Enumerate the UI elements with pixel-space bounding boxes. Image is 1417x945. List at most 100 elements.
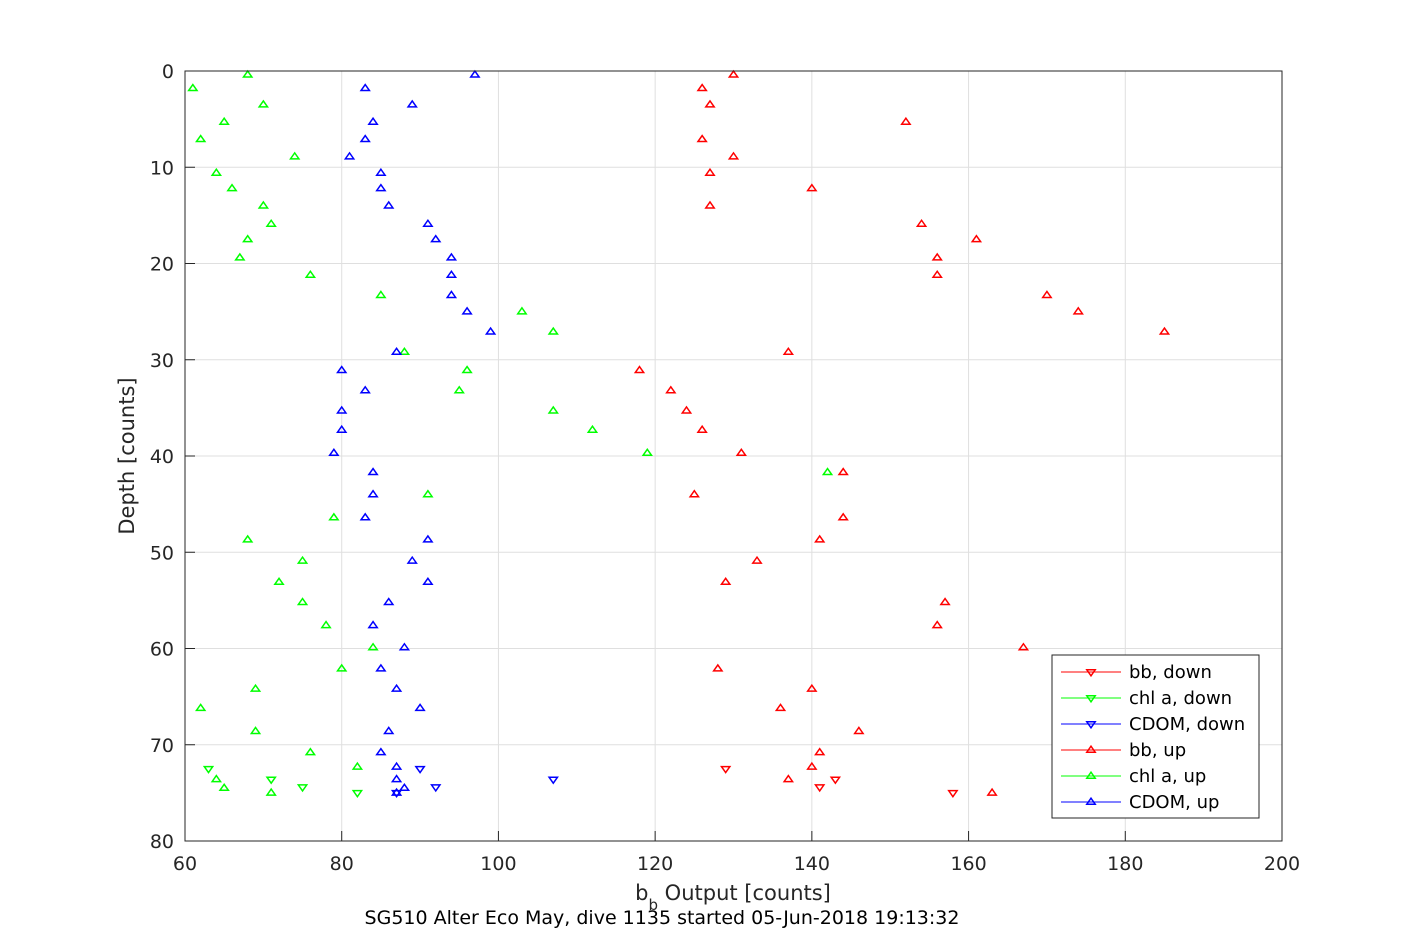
data-point [336,405,348,414]
data-point [469,69,481,78]
x-axis-label: bb Output [counts] [635,881,831,914]
y-tick-label: 40 [150,446,174,468]
data-point [398,642,411,651]
data-point [195,703,207,712]
data-point [947,789,959,798]
data-point [265,787,277,796]
legend-label: bb, down [1129,662,1212,683]
data-point [210,774,222,783]
data-point [641,448,653,457]
data-point [547,776,559,785]
legend-label: chl a, up [1129,766,1206,787]
series-5 [328,69,497,796]
legend-marker [1085,695,1097,704]
data-point [484,326,497,335]
data-point [359,134,371,143]
data-point [837,512,849,521]
x-tick-label: 200 [1264,853,1300,875]
data-point [242,69,254,78]
data-point [304,269,317,278]
data-point [210,167,222,176]
data-point [837,467,849,476]
data-point [720,576,732,586]
data-point [390,761,403,770]
data-point [547,326,559,335]
data-point [336,424,348,433]
data-point [445,269,458,278]
data-point [727,69,740,78]
data-point [359,83,371,92]
data-point [806,761,818,770]
data-point [195,134,207,143]
x-tick-label: 160 [950,853,986,875]
data-point [367,489,379,498]
data-point [970,234,983,243]
data-point [720,765,732,774]
data-point [375,663,387,672]
data-point [986,787,998,796]
data-point [257,200,269,209]
data-point [304,747,317,756]
figure-caption: SG510 Alter Eco May, dive 1135 started 0… [365,907,960,929]
data-point [296,784,309,793]
x-tick-label: 140 [794,853,830,875]
x-tick-label: 120 [637,853,673,875]
data-point [390,683,403,692]
data-point [249,683,262,692]
data-point [461,306,473,315]
data-point [633,365,646,374]
data-point [453,385,465,394]
y-tick-label: 80 [150,831,174,853]
legend-label: CDOM, down [1129,714,1245,735]
data-point [367,116,379,125]
data-point [226,183,238,192]
x-tick-label: 180 [1107,853,1143,875]
series-0 [720,765,959,798]
data-point [821,467,834,476]
data-point [814,747,826,756]
data-point [398,346,411,355]
data-point [1072,306,1084,315]
data-point [414,765,426,774]
data-point [359,385,371,394]
y-tick-label: 30 [150,350,174,372]
legend-marker [1085,796,1097,805]
data-point [547,405,559,414]
y-tick-label: 10 [150,157,174,179]
legend: bb, down chl a, down CDOM, down bb, up chl a… [1051,654,1260,819]
data-point [383,200,395,209]
data-point [218,116,230,125]
data-point [398,782,411,792]
data-point [1017,642,1030,651]
data-point [1041,290,1053,299]
data-point [915,218,928,227]
data-points [187,69,1171,798]
data-point [704,167,716,176]
data-point [375,167,387,176]
data-point [296,555,309,564]
data-point [727,151,740,160]
x-tick-label: 100 [480,853,516,875]
data-point [383,597,395,606]
data-point [806,183,818,192]
data-point [367,620,379,629]
data-point [445,252,458,261]
data-point [931,252,943,261]
legend-marker [1085,770,1097,779]
legend-box [1051,654,1260,819]
y-axis-label: Depth [counts] [115,377,139,534]
data-point [390,346,403,355]
plot-frame [184,70,1283,842]
data-point [931,269,943,278]
data-point [336,663,348,672]
series-1 [202,765,364,798]
data-point [696,134,708,143]
data-point [367,467,379,476]
data-point [242,534,254,543]
data-point [688,489,700,498]
data-point [375,290,387,299]
data-point [367,642,379,651]
series-3 [633,69,1171,796]
data-point [296,597,309,606]
